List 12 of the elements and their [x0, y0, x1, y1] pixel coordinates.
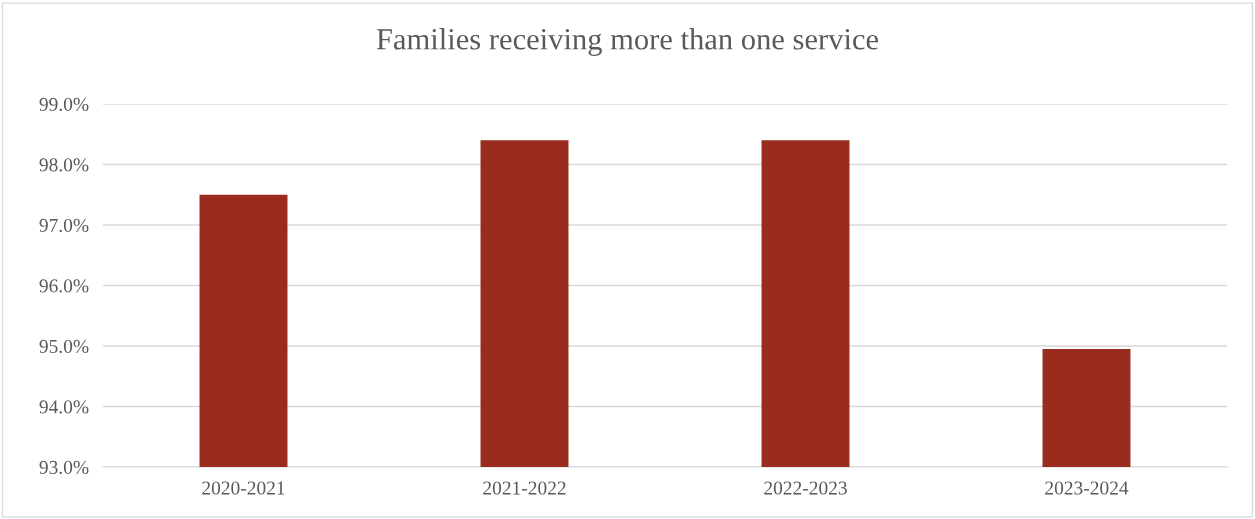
y-tick-label: 98.0% [39, 158, 89, 172]
x-tick-label: 2023-2024 [1045, 481, 1129, 495]
x-tick-label: 2022-2023 [764, 481, 847, 495]
y-tick-label: 93.0% [39, 460, 89, 475]
y-tick-label: 99.0% [39, 97, 89, 112]
y-tick-label: 97.0% [39, 218, 89, 233]
y-tick-label: 96.0% [39, 279, 89, 293]
x-tick-label: 2021-2022 [483, 481, 566, 495]
y-tick-label: 95.0% [39, 339, 89, 354]
y-tick-label: 94.0% [39, 400, 89, 414]
chart-title: Families receiving more than one service [376, 28, 878, 56]
x-tick-label: 2020-2021 [202, 481, 285, 495]
